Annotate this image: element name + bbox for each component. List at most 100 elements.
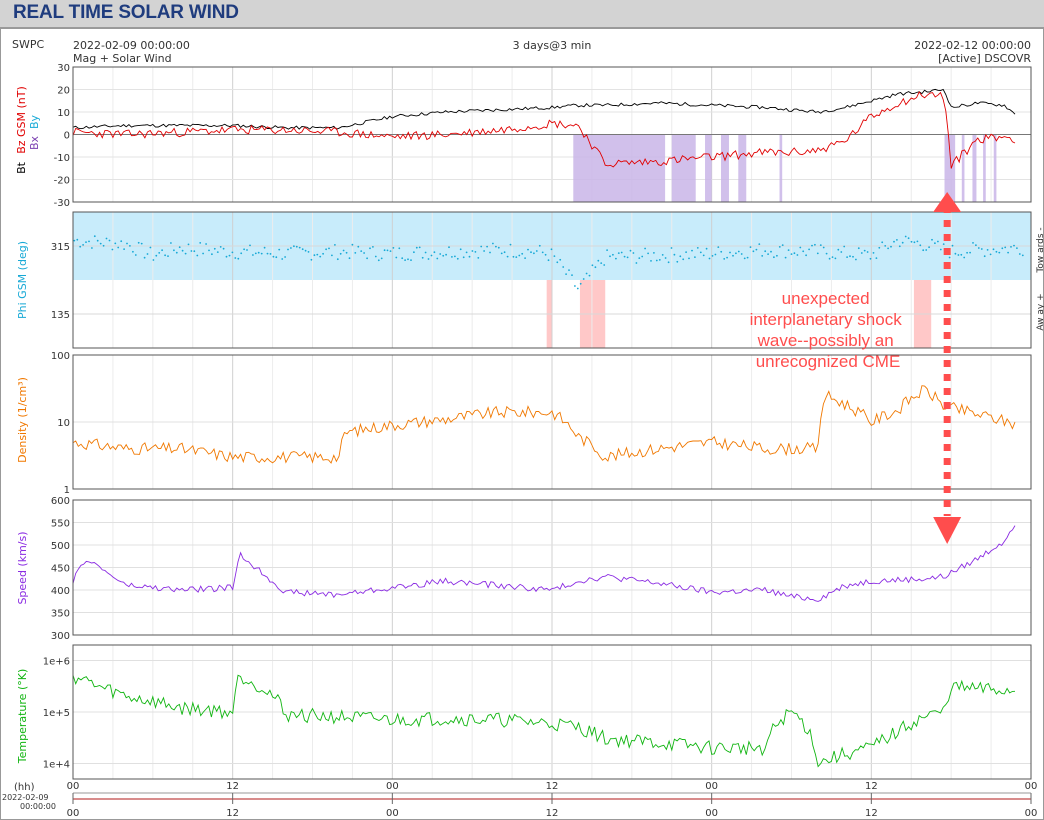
phi-point (931, 238, 933, 241)
phi-point (284, 256, 286, 258)
phi-point (492, 242, 494, 245)
phi-point (527, 248, 529, 251)
phi-point (957, 254, 960, 256)
phi-point (345, 251, 348, 254)
phi-point (781, 244, 784, 247)
phi-point (140, 242, 143, 245)
phi-point (427, 258, 430, 260)
phi-point (878, 246, 881, 249)
bt-line (72, 88, 1016, 130)
phi-point (776, 254, 778, 257)
phi-point (374, 255, 377, 258)
phi-point (890, 245, 892, 248)
phi-point (287, 248, 289, 251)
phi-point (404, 259, 406, 261)
phi-point (822, 246, 825, 249)
phi-point (377, 259, 380, 262)
phi-point (99, 242, 102, 245)
phi-point (983, 255, 986, 258)
phi-point (860, 252, 863, 254)
annotation-line: wave--possibly an (757, 331, 894, 350)
phi-point (717, 246, 720, 249)
phi-point (533, 252, 535, 255)
phi-point (699, 251, 702, 254)
phi-point (661, 254, 664, 256)
phi-point (922, 249, 925, 252)
title-bar: REAL TIME SOLAR WIND (0, 0, 1044, 28)
phi-point (295, 245, 298, 248)
phi-point (966, 251, 968, 254)
phi-point (852, 255, 854, 258)
phi-point (559, 258, 562, 261)
time-tick-label: 00 (705, 781, 718, 792)
phi-point (1013, 244, 1015, 247)
phi-point (556, 261, 559, 264)
y-tick-label: 1 (64, 485, 70, 496)
phi-point (600, 262, 603, 264)
phi-point (869, 257, 872, 260)
bz-south-shade (961, 134, 965, 202)
phi-point (530, 251, 532, 254)
phi-point (972, 242, 974, 244)
phi-point (998, 251, 1001, 254)
phi-point (175, 251, 178, 254)
phi-point (773, 256, 775, 259)
phi-point (155, 254, 158, 257)
phi-point (635, 262, 638, 264)
bz-axis-label: Bz GSM (nT) (15, 86, 28, 154)
bz-south-shade (983, 134, 986, 202)
phi-point (881, 241, 884, 244)
phi-point (1001, 247, 1004, 250)
phi-point (691, 249, 693, 252)
panel-frame (72, 354, 1032, 490)
density-line (72, 385, 1016, 464)
phi-point (120, 240, 123, 243)
phi-point (705, 247, 708, 250)
y-tick-label: -30 (54, 198, 70, 209)
bz-south-shade (573, 134, 666, 202)
phi-point (216, 251, 219, 254)
phi-point (149, 246, 152, 249)
phi-point (770, 250, 772, 253)
phi-point (442, 254, 445, 257)
phi-point (986, 249, 989, 251)
phi-point (708, 257, 711, 260)
y-tick-label: 350 (51, 609, 70, 620)
phi-point (737, 250, 740, 253)
phi-point (521, 252, 524, 255)
phi-point (357, 245, 360, 248)
phi-point (471, 250, 474, 252)
phi-point (152, 259, 155, 261)
bz-south-shade (944, 134, 956, 202)
phi-point (787, 249, 790, 252)
phi-point (228, 254, 231, 257)
bz-south-shade (720, 134, 729, 202)
y-tick-label: 600 (51, 496, 70, 507)
phi-point (641, 255, 644, 258)
time-tick-label: 00 (67, 808, 80, 819)
phi-point (178, 246, 181, 249)
bz-south-shade (738, 134, 747, 202)
phi-point (123, 248, 125, 251)
phi-point (919, 244, 922, 247)
phi-point (948, 256, 951, 259)
phi-point (679, 255, 682, 258)
phi-point (454, 255, 456, 258)
phi-point (304, 249, 307, 252)
phi-point (802, 250, 805, 253)
phi-point (1021, 254, 1024, 257)
phi-point (638, 257, 641, 259)
panel-frame (72, 211, 1032, 349)
phi-point (91, 247, 93, 249)
phi-point (975, 244, 977, 247)
time-tick-label: 12 (865, 781, 878, 792)
phi-point (515, 256, 518, 258)
phi-point (670, 247, 673, 249)
phi-point (615, 257, 617, 260)
phi-point (129, 245, 131, 247)
phi-point (550, 248, 553, 251)
phi-point (711, 255, 714, 257)
y-tick-label: 550 (51, 519, 70, 530)
plot-panels: -30 -20 -10 0 10 20 30 Bt Bz GSM (nT) Bx By 135 315 P… (15, 63, 1044, 780)
phi-point (995, 250, 998, 253)
